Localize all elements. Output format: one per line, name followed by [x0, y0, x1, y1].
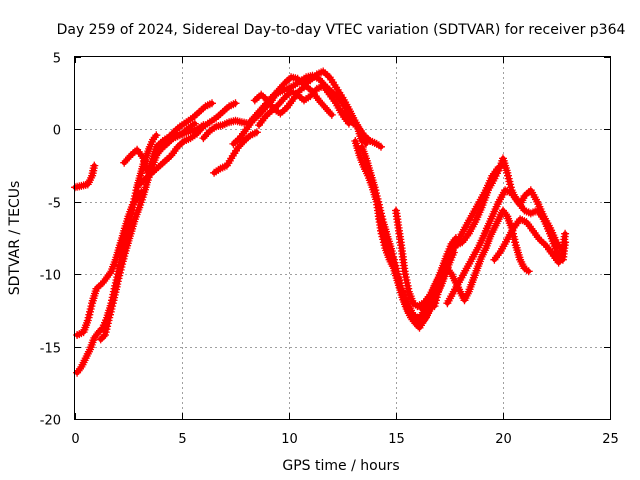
data-point — [208, 99, 216, 108]
data-point — [190, 119, 199, 128]
data-point — [362, 139, 370, 148]
data-point — [561, 229, 570, 238]
y-tick-label: -15 — [40, 342, 61, 357]
series-arc-u — [417, 163, 503, 313]
series-arc-q — [392, 154, 570, 311]
data-point — [238, 138, 247, 147]
series-arc-h — [210, 128, 261, 177]
data-point — [279, 80, 288, 89]
data-point — [231, 99, 240, 108]
data-point — [494, 163, 503, 171]
x-tick-label: 25 — [602, 432, 619, 447]
data-point — [99, 332, 108, 341]
data-point — [501, 210, 510, 219]
y-axis-label: SDTVAR / TECUs — [7, 181, 23, 296]
data-point — [561, 238, 570, 247]
data-point — [377, 142, 385, 151]
y-axis-ticks: -20 -15 -10 -5 0 5 — [40, 52, 610, 429]
y-tick-label: 0 — [53, 124, 61, 139]
data-series — [71, 67, 570, 377]
x-axis-label: GPS time / hours — [282, 458, 399, 474]
data-point — [90, 161, 99, 170]
data-point — [252, 128, 261, 137]
x-tick-label: 20 — [495, 432, 512, 447]
series-arc-m — [338, 108, 385, 151]
series-band — [164, 100, 215, 144]
data-point — [327, 110, 336, 119]
series-arc-g — [163, 99, 216, 145]
series-arc-p — [374, 212, 439, 328]
series-arc-l — [250, 82, 336, 119]
x-tick-label: 10 — [281, 432, 298, 447]
x-tick-label: 15 — [388, 432, 405, 447]
x-tick-label: 0 — [71, 432, 79, 447]
data-point — [524, 267, 533, 276]
series-band — [393, 155, 568, 309]
data-point — [347, 117, 356, 126]
data-point — [558, 252, 567, 261]
data-point — [420, 315, 429, 324]
series-arc-a — [71, 161, 99, 192]
data-point — [446, 268, 455, 277]
data-point — [326, 109, 335, 118]
x-tick-label: 5 — [178, 432, 186, 447]
data-point — [106, 269, 114, 278]
series-arc-f — [135, 99, 240, 189]
data-point — [279, 95, 288, 104]
data-point — [125, 153, 133, 162]
series-arc-e — [120, 119, 199, 177]
x-axis-ticks: 0 5 10 15 20 25 — [71, 57, 619, 447]
plot-frame — [74, 56, 611, 420]
y-tick-label: -20 — [40, 414, 61, 429]
y-tick-label: -10 — [40, 269, 61, 284]
y-tick-label: -5 — [48, 197, 61, 212]
chart-title: Day 259 of 2024, Sidereal Day-to-day VTE… — [57, 22, 626, 38]
series-arc-s — [443, 186, 570, 308]
series-arc-t — [490, 215, 567, 267]
data-point — [152, 131, 161, 140]
data-point — [557, 254, 566, 263]
y-tick-label: 5 — [53, 52, 61, 67]
data-point — [76, 364, 84, 373]
